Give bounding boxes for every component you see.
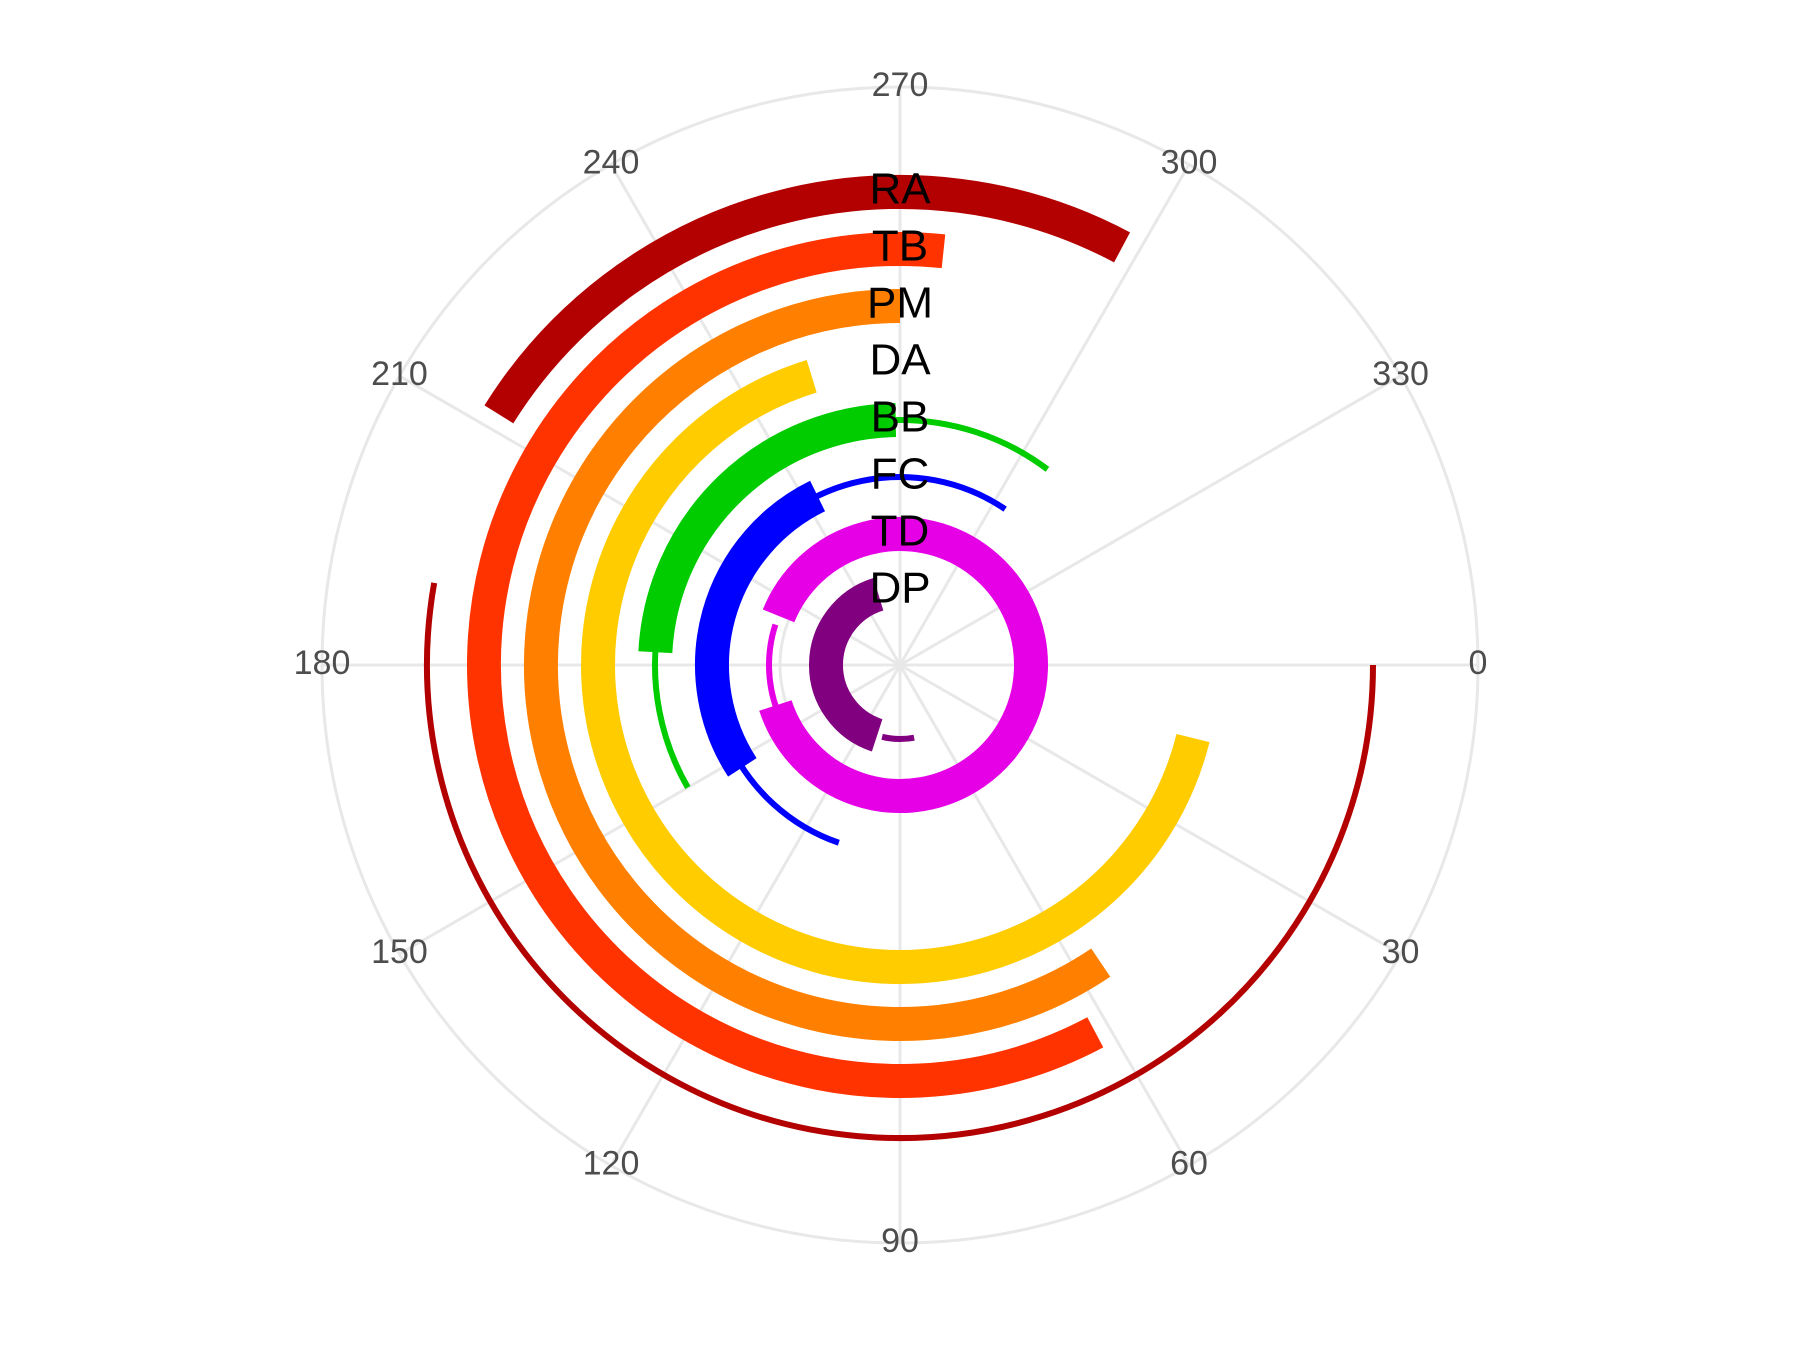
series-da [581, 359, 1210, 984]
tick-label-300: 300 [1161, 143, 1218, 181]
tick-label-150: 150 [371, 933, 428, 971]
tick-label-180: 180 [294, 644, 351, 682]
ring-label-dp: DP [869, 564, 930, 613]
spoke-300 [898, 163, 1191, 666]
thick-arc-fc [695, 480, 826, 777]
series-tb [467, 232, 1104, 1098]
ring-label-pm: PM [867, 279, 933, 328]
thin-arc-td [766, 623, 780, 711]
thin-arc-dp [881, 733, 915, 742]
series-td [759, 517, 1048, 813]
label-layer: 0 30 60 90 120 150 180 210 240 270 300 330 RA TB PM DA B… [294, 66, 1488, 1260]
ring-label-td: TD [871, 507, 930, 556]
ring-label-tb: TB [872, 222, 928, 271]
ring-label-fc: FC [871, 450, 930, 499]
thick-arc-dp [809, 577, 884, 752]
tick-label-330: 330 [1372, 355, 1429, 393]
thick-arc-tb [467, 232, 1104, 1098]
thick-arc-pm [524, 289, 1111, 1041]
spoke-330 [899, 374, 1402, 667]
tick-label-240: 240 [583, 143, 640, 181]
tick-label-120: 120 [583, 1145, 640, 1183]
series-bb [638, 403, 1050, 789]
tick-label-90: 90 [881, 1222, 919, 1260]
tick-label-60: 60 [1170, 1145, 1208, 1183]
series-dp [809, 577, 915, 752]
ring-label-da: DA [869, 336, 931, 385]
thick-arc-bb [638, 403, 897, 654]
ring-label-bb: BB [871, 393, 930, 442]
tick-label-0: 0 [1469, 644, 1488, 682]
series-pm [524, 289, 1111, 1041]
tick-label-270: 270 [872, 66, 929, 104]
thick-arc-td [759, 517, 1048, 813]
arc-layer [424, 175, 1376, 1142]
tick-label-210: 210 [371, 355, 428, 393]
thick-arc-da [581, 359, 1210, 984]
tick-label-30: 30 [1382, 933, 1420, 971]
thin-arc-ra [424, 582, 1376, 1142]
ring-label-ra: RA [869, 165, 931, 214]
series-ra [424, 175, 1376, 1142]
series-fc [695, 474, 1007, 846]
thick-arc-ra [484, 175, 1131, 424]
